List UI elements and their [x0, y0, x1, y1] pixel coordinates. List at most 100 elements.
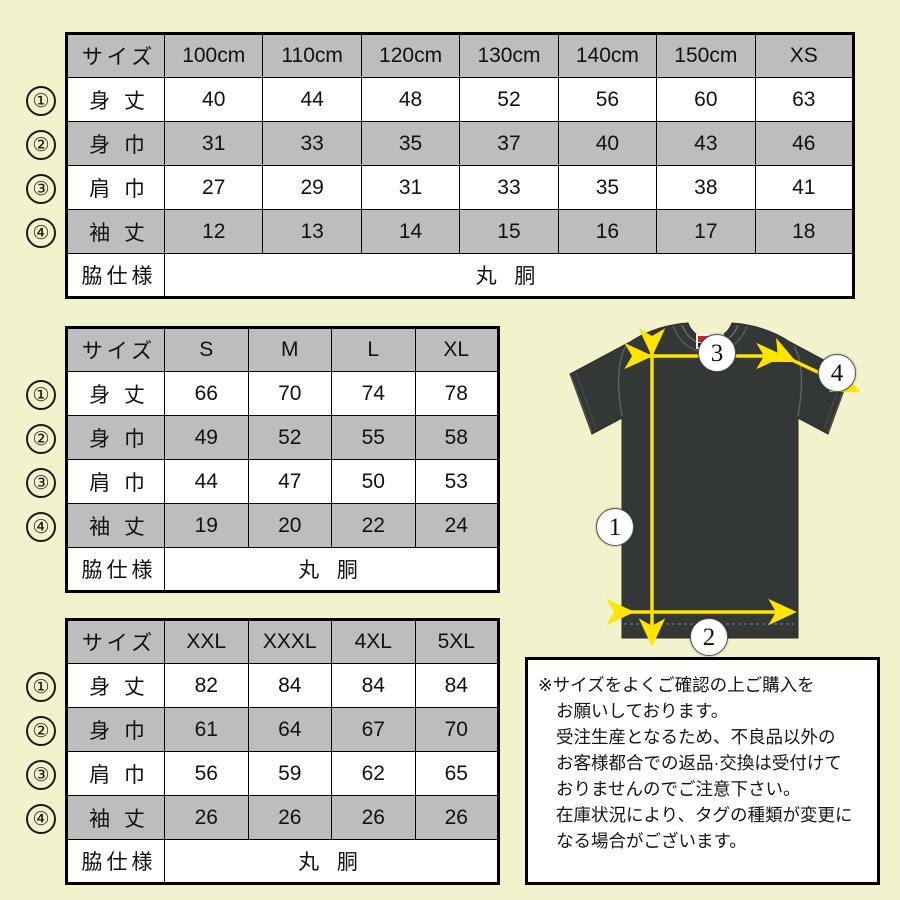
cell: 40	[163, 77, 264, 122]
marker-2-adult: ②	[26, 424, 56, 454]
table-header-row: サイズ 100cm 110cm 120cm 130cm 140cm 150cm …	[66, 33, 855, 78]
cell: 19	[164, 503, 249, 548]
badge-4-sleeve: 4	[818, 354, 856, 392]
marker-3-adult: ③	[26, 468, 56, 498]
table-row: 身 丈 40 44 48 52 56 60 63	[66, 77, 855, 122]
row-label-side-spec: 脇仕様	[66, 547, 165, 592]
cell: 37	[459, 121, 559, 166]
cell: 20	[247, 503, 332, 548]
table-row: 身 丈 66 70 74 78	[66, 371, 499, 416]
row-label-shoulder: 肩 巾	[66, 165, 165, 210]
cell: 67	[331, 707, 416, 752]
header-size-label: サイズ	[66, 619, 165, 664]
left-sleeve-seam	[617, 345, 627, 417]
marker-2-big: ②	[26, 716, 56, 746]
marker-3-kids: ③	[26, 174, 56, 204]
cell: 62	[331, 751, 416, 796]
cell: 26	[247, 795, 332, 840]
cell: 55	[331, 415, 416, 460]
header-col-1: 110cm	[262, 33, 362, 78]
header-col-0: XXL	[164, 619, 249, 664]
table-row: 袖 丈 19 20 22 24	[66, 503, 499, 548]
cell: 17	[656, 209, 756, 254]
table-footer-row: 脇仕様 丸 胴	[66, 839, 499, 884]
cell: 61	[164, 707, 249, 752]
note-line: お客様都合での返品·交換は受付けて	[556, 753, 842, 773]
header-col-3: 130cm	[459, 33, 559, 78]
row-label-length: 身 丈	[66, 371, 165, 416]
row-label-shoulder: 肩 巾	[66, 751, 165, 796]
note-line: ※サイズをよくご確認の上ご購入を	[538, 675, 815, 695]
side-spec-value: 丸 胴	[164, 253, 854, 298]
cell: 14	[360, 209, 461, 254]
cell: 15	[459, 209, 559, 254]
cell: 66	[164, 371, 249, 416]
row-label-width: 身 巾	[66, 707, 165, 752]
header-col-2: 4XL	[331, 619, 416, 664]
cell: 40	[557, 121, 658, 166]
left-sleeve-hem	[570, 374, 593, 433]
cell: 13	[262, 209, 362, 254]
table-row: 肩 巾 56 59 62 65	[66, 751, 499, 796]
row-label-sleeve: 袖 丈	[66, 795, 165, 840]
cell: 24	[414, 503, 499, 548]
marker-1-adult: ①	[26, 380, 56, 410]
cell: 63	[754, 77, 855, 122]
cell: 43	[656, 121, 756, 166]
big-size-table: サイズ XXL XXXL 4XL 5XL 身 丈 82 84 84 84 身 巾…	[65, 618, 500, 885]
cell: 31	[163, 121, 264, 166]
side-spec-value: 丸 胴	[164, 547, 499, 592]
cell: 22	[331, 503, 416, 548]
cell: 46	[754, 121, 855, 166]
cell: 56	[557, 77, 658, 122]
header-col-0: S	[164, 327, 249, 372]
badge-2-width: 2	[690, 618, 728, 656]
cell: 29	[262, 165, 362, 210]
header-col-2: 120cm	[360, 33, 461, 78]
header-size-label: サイズ	[66, 33, 165, 78]
note-line: なる場合がございます。	[556, 831, 747, 851]
row-label-side-spec: 脇仕様	[66, 839, 165, 884]
cell: 47	[247, 459, 332, 504]
badge-1-length: 1	[596, 508, 634, 546]
cell: 60	[656, 77, 756, 122]
cell: 27	[163, 165, 264, 210]
cell: 56	[164, 751, 249, 796]
cell: 44	[164, 459, 249, 504]
cell: 82	[164, 663, 249, 708]
cell: 33	[459, 165, 559, 210]
cell: 48	[360, 77, 461, 122]
cell: 84	[247, 663, 332, 708]
row-label-length: 身 丈	[66, 663, 165, 708]
cell: 70	[247, 371, 332, 416]
header-col-0: 100cm	[163, 33, 264, 78]
cell: 84	[414, 663, 499, 708]
kids-size-table: サイズ 100cm 110cm 120cm 130cm 140cm 150cm …	[65, 32, 855, 299]
table-header-row: サイズ S M L XL	[66, 327, 499, 372]
cell: 70	[414, 707, 499, 752]
note-line: 受注生産となるため、不良品以外の	[556, 727, 836, 747]
left-sleeve-hem-2	[575, 371, 597, 430]
header-col-3: XL	[414, 327, 499, 372]
table-footer-row: 脇仕様 丸 胴	[66, 253, 854, 298]
row-label-length: 身 丈	[66, 77, 165, 122]
row-label-width: 身 巾	[66, 415, 165, 460]
table-row: 身 巾 49 52 55 58	[66, 415, 499, 460]
row-label-shoulder: 肩 巾	[66, 459, 165, 504]
cell: 74	[331, 371, 416, 416]
cell: 16	[557, 209, 658, 254]
marker-4-adult: ④	[26, 512, 56, 542]
adult-size-table: サイズ S M L XL 身 丈 66 70 74 78 身 巾 49 52 5…	[65, 326, 500, 593]
header-col-5: 150cm	[656, 33, 756, 78]
row-label-side-spec: 脇仕様	[66, 253, 165, 298]
cell: 26	[331, 795, 416, 840]
cell: 18	[754, 209, 855, 254]
cell: 52	[247, 415, 332, 460]
header-col-4: 140cm	[557, 33, 658, 78]
table-row: 肩 巾 27 29 31 33 35 38 41	[66, 165, 855, 210]
cell: 44	[262, 77, 362, 122]
badge-3-shoulder: 3	[698, 334, 736, 372]
row-label-width: 身 巾	[66, 121, 165, 166]
header-col-2: L	[331, 327, 416, 372]
